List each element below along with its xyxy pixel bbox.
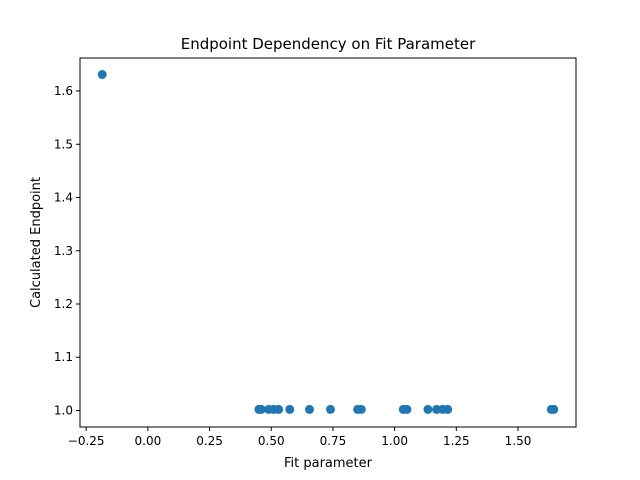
plot-area [97, 70, 559, 414]
data-point-12 [402, 404, 412, 414]
x-tick-label: 1.50 [505, 434, 532, 448]
y-tick-label: 1.0 [54, 403, 73, 417]
data-point-8 [325, 404, 335, 414]
x-tick-label: 0.25 [196, 434, 223, 448]
x-tick-label: −0.25 [68, 434, 105, 448]
data-point-16 [443, 404, 453, 414]
y-tick-label: 1.1 [54, 350, 73, 364]
y-tick-label: 1.3 [54, 244, 73, 258]
data-point-18 [549, 404, 559, 414]
y-tick-label: 1.4 [54, 191, 73, 205]
chart-title: Endpoint Dependency on Fit Parameter [181, 35, 476, 53]
x-tick-label: 0.75 [320, 434, 347, 448]
y-axis-label: Calculated Endpoint [29, 177, 44, 308]
y-tick-label: 1.5 [54, 137, 73, 151]
x-tick-label: 1.00 [381, 434, 408, 448]
y-tick-label: 1.6 [54, 84, 73, 98]
data-point-6 [285, 404, 295, 414]
data-point-5 [274, 404, 284, 414]
data-point-2 [256, 404, 266, 414]
data-point-10 [356, 404, 366, 414]
x-axis-label: Fit parameter [284, 456, 373, 471]
x-tick-label: 0.00 [135, 434, 162, 448]
data-point-0 [97, 70, 107, 80]
x-tick-label: 1.25 [443, 434, 470, 448]
x-tick-label: 0.50 [258, 434, 285, 448]
data-point-14 [432, 404, 442, 414]
data-point-13 [423, 404, 433, 414]
y-tick-label: 1.2 [54, 297, 73, 311]
x-axis: −0.25 0.00 0.25 0.50 0.75 1.00 1.25 1.50 [68, 427, 532, 448]
plot-frame [79, 57, 577, 428]
y-axis: 1.0 1.1 1.2 1.3 1.4 1.5 1.6 [54, 84, 80, 417]
data-point-7 [304, 404, 314, 414]
